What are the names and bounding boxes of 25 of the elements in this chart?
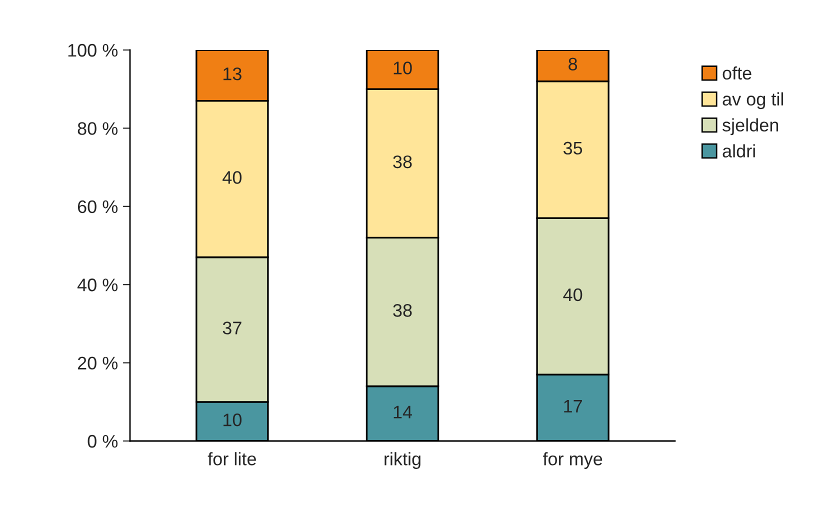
data-label: 38	[393, 155, 412, 168]
legend-label: sjelden	[722, 118, 778, 136]
y-tick-label: 20 %	[78, 356, 118, 370]
data-label: 40	[222, 171, 242, 184]
legend-label: ofte	[722, 66, 752, 80]
data-label: 17	[564, 400, 582, 412]
y-tick-label: 40 %	[77, 278, 118, 292]
x-tick-label: for lite	[208, 452, 256, 466]
legend-label: aldri	[722, 144, 755, 158]
y-tick-label: 0 %	[88, 434, 118, 448]
data-label: 37	[222, 322, 242, 334]
y-tick-label: 80 %	[78, 122, 118, 135]
data-label: 13	[224, 67, 242, 80]
y-tick-label: 60 %	[78, 200, 118, 214]
data-label: 40	[563, 288, 582, 302]
x-tick-label: for mye	[542, 452, 602, 469]
data-label: 38	[393, 304, 412, 317]
x-tick-label: riktig	[384, 452, 420, 469]
data-label: 35	[563, 142, 582, 155]
data-label: 10	[394, 62, 412, 74]
data-label: 8	[568, 58, 578, 70]
legend-label: av og til	[722, 92, 784, 110]
data-label: 14	[394, 406, 412, 418]
y-tick-label: 100 %	[68, 44, 118, 57]
data-label: 10	[224, 414, 242, 426]
